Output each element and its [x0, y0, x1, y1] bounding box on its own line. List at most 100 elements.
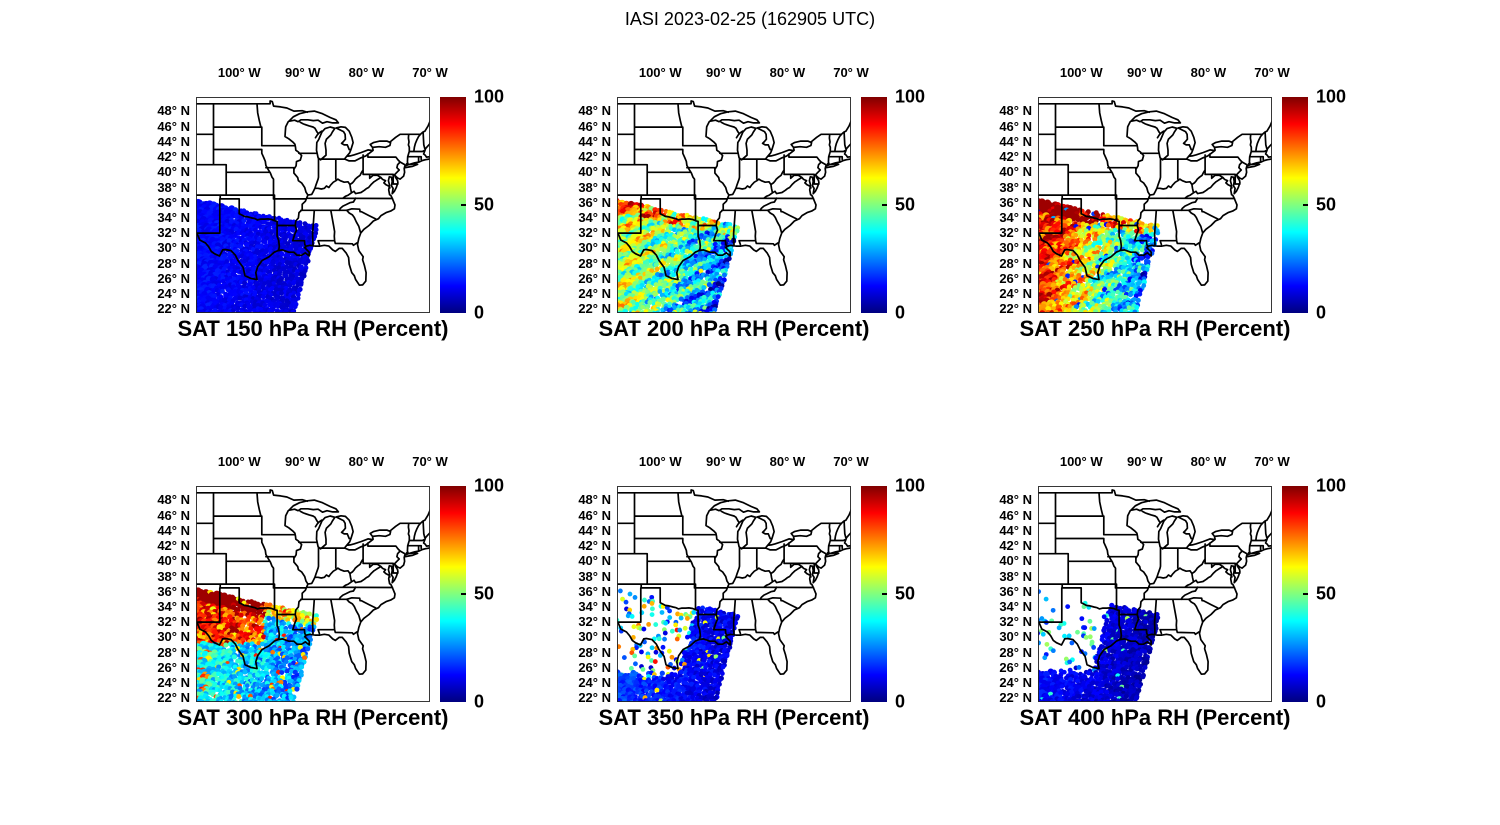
lon-tick-label: 80° W [1190, 454, 1227, 469]
map-150-hpa [196, 97, 430, 313]
lat-tick-label: 26° N [999, 270, 1032, 286]
colorbar-tick-mark [882, 593, 887, 595]
lat-tick-label: 32° N [999, 225, 1032, 241]
lat-tick-label: 30° N [999, 629, 1032, 645]
lat-tick-label: 26° N [578, 659, 611, 675]
lat-tick-label: 28° N [999, 255, 1032, 271]
lat-tick-label: 36° N [578, 583, 611, 599]
lat-tick-label: 36° N [157, 583, 190, 599]
lat-tick-label: 46° N [999, 507, 1032, 523]
colorbar-tick-mark [1303, 204, 1308, 206]
lat-tick-label: 28° N [157, 644, 190, 660]
lat-tick-label: 44° N [578, 522, 611, 538]
lon-tick-label: 100° W [638, 65, 682, 80]
lat-tick-label: 22° N [578, 690, 611, 706]
lat-tick-label: 36° N [157, 194, 190, 210]
lat-tick-label: 42° N [157, 538, 190, 554]
scatter-layer-400-hpa [1038, 486, 1272, 702]
scatter-layer-200-hpa [617, 97, 851, 313]
lat-tick-label: 34° N [999, 209, 1032, 225]
lat-tick-label: 24° N [578, 674, 611, 690]
lat-tick-label: 30° N [578, 629, 611, 645]
lat-tick-label: 46° N [999, 118, 1032, 134]
colorbar-tick-label: 0 [474, 691, 485, 712]
panel-title-250-hpa: SAT 250 hPa RH (Percent) [1019, 316, 1291, 341]
lat-tick-label: 40° N [999, 553, 1032, 569]
panel-title-200-hpa: SAT 200 hPa RH (Percent) [598, 316, 870, 341]
lat-tick-label: 44° N [578, 133, 611, 149]
lon-tick-label: 70° W [833, 454, 869, 469]
panel-title-400-hpa: SAT 400 hPa RH (Percent) [1019, 705, 1291, 730]
colorbar-tick-label: 0 [1316, 691, 1327, 712]
basemap-200-hpa [617, 97, 851, 313]
colorbar-tick-label: 100 [474, 86, 505, 107]
lat-tick-label: 30° N [157, 240, 190, 256]
panel-300-hpa: 100° W 90° W 80° W 70° W 48° N 46° N 44° N 42° … [130, 444, 522, 746]
lat-tick-label: 48° N [999, 492, 1032, 508]
panel-title-300-hpa: SAT 300 hPa RH (Percent) [177, 705, 449, 730]
lat-tick-label: 34° N [999, 598, 1032, 614]
lat-tick-label: 24° N [157, 674, 190, 690]
lat-tick-label: 24° N [999, 285, 1032, 301]
colorbar-tick-label: 0 [895, 302, 906, 323]
lon-tick-label: 100° W [217, 454, 261, 469]
lon-tick-label: 80° W [769, 454, 806, 469]
lat-tick-label: 24° N [999, 674, 1032, 690]
colorbar-tick-label: 50 [474, 194, 495, 215]
lat-tick-label: 46° N [157, 507, 190, 523]
lat-tick-label: 32° N [157, 225, 190, 241]
lon-tick-label: 100° W [1059, 65, 1103, 80]
colorbar-tick-label: 0 [474, 302, 485, 323]
colorbar-tick-mark [882, 204, 887, 206]
lat-tick-label: 42° N [999, 538, 1032, 554]
lat-tick-label: 48° N [999, 103, 1032, 119]
lat-tick-label: 26° N [157, 270, 190, 286]
lon-tick-label: 100° W [1059, 454, 1103, 469]
lat-tick-label: 22° N [157, 301, 190, 317]
colorbar-tick-label: 100 [1316, 86, 1347, 107]
map-frame [196, 97, 430, 313]
map-frame [617, 97, 851, 313]
lat-tick-label: 42° N [157, 149, 190, 165]
colorbar-tick-label: 0 [1316, 302, 1327, 323]
lat-tick-label: 48° N [157, 492, 190, 508]
basemap-300-hpa [196, 486, 430, 702]
lon-tick-label: 70° W [1254, 65, 1290, 80]
lat-tick-label: 34° N [157, 209, 190, 225]
lat-tick-label: 40° N [157, 164, 190, 180]
lat-tick-label: 30° N [157, 629, 190, 645]
scatter-layer-350-hpa [617, 486, 851, 702]
lat-tick-label: 36° N [999, 194, 1032, 210]
lat-tick-label: 26° N [999, 659, 1032, 675]
colorbar-tick-label: 50 [1316, 194, 1337, 215]
lat-tick-label: 42° N [578, 149, 611, 165]
lat-tick-label: 36° N [578, 194, 611, 210]
lon-tick-label: 90° W [1127, 65, 1163, 80]
lat-tick-label: 42° N [999, 149, 1032, 165]
lon-tick-label: 70° W [412, 65, 448, 80]
lat-tick-label: 40° N [157, 553, 190, 569]
lat-tick-label: 46° N [157, 118, 190, 134]
lat-tick-label: 30° N [578, 240, 611, 256]
lat-tick-label: 40° N [578, 164, 611, 180]
lat-tick-label: 38° N [999, 179, 1032, 195]
lon-tick-label: 100° W [217, 65, 261, 80]
map-200-hpa [617, 97, 851, 313]
lon-tick-label: 70° W [1254, 454, 1290, 469]
figure-title: IASI 2023-02-25 (162905 UTC) [624, 9, 876, 29]
lat-tick-label: 22° N [157, 690, 190, 706]
colorbar-tick-label: 50 [1316, 583, 1337, 604]
colorbar-tick-label: 100 [474, 475, 505, 496]
map-300-hpa [196, 486, 430, 702]
lat-tick-label: 32° N [999, 614, 1032, 630]
lat-tick-label: 44° N [999, 133, 1032, 149]
map-350-hpa [617, 486, 851, 702]
colorbar-tick-label: 100 [895, 86, 926, 107]
map-frame [617, 486, 851, 702]
map-250-hpa [1038, 97, 1272, 313]
panel-400-hpa: 100° W 90° W 80° W 70° W 48° N 46° N 44° N 42° … [972, 444, 1364, 746]
colorbar-tick-label: 50 [895, 194, 916, 215]
lon-tick-label: 90° W [1127, 454, 1163, 469]
panel-200-hpa: 100° W 90° W 80° W 70° W 48° N 46° N 44° N 42° … [551, 55, 943, 357]
lat-tick-label: 46° N [578, 507, 611, 523]
